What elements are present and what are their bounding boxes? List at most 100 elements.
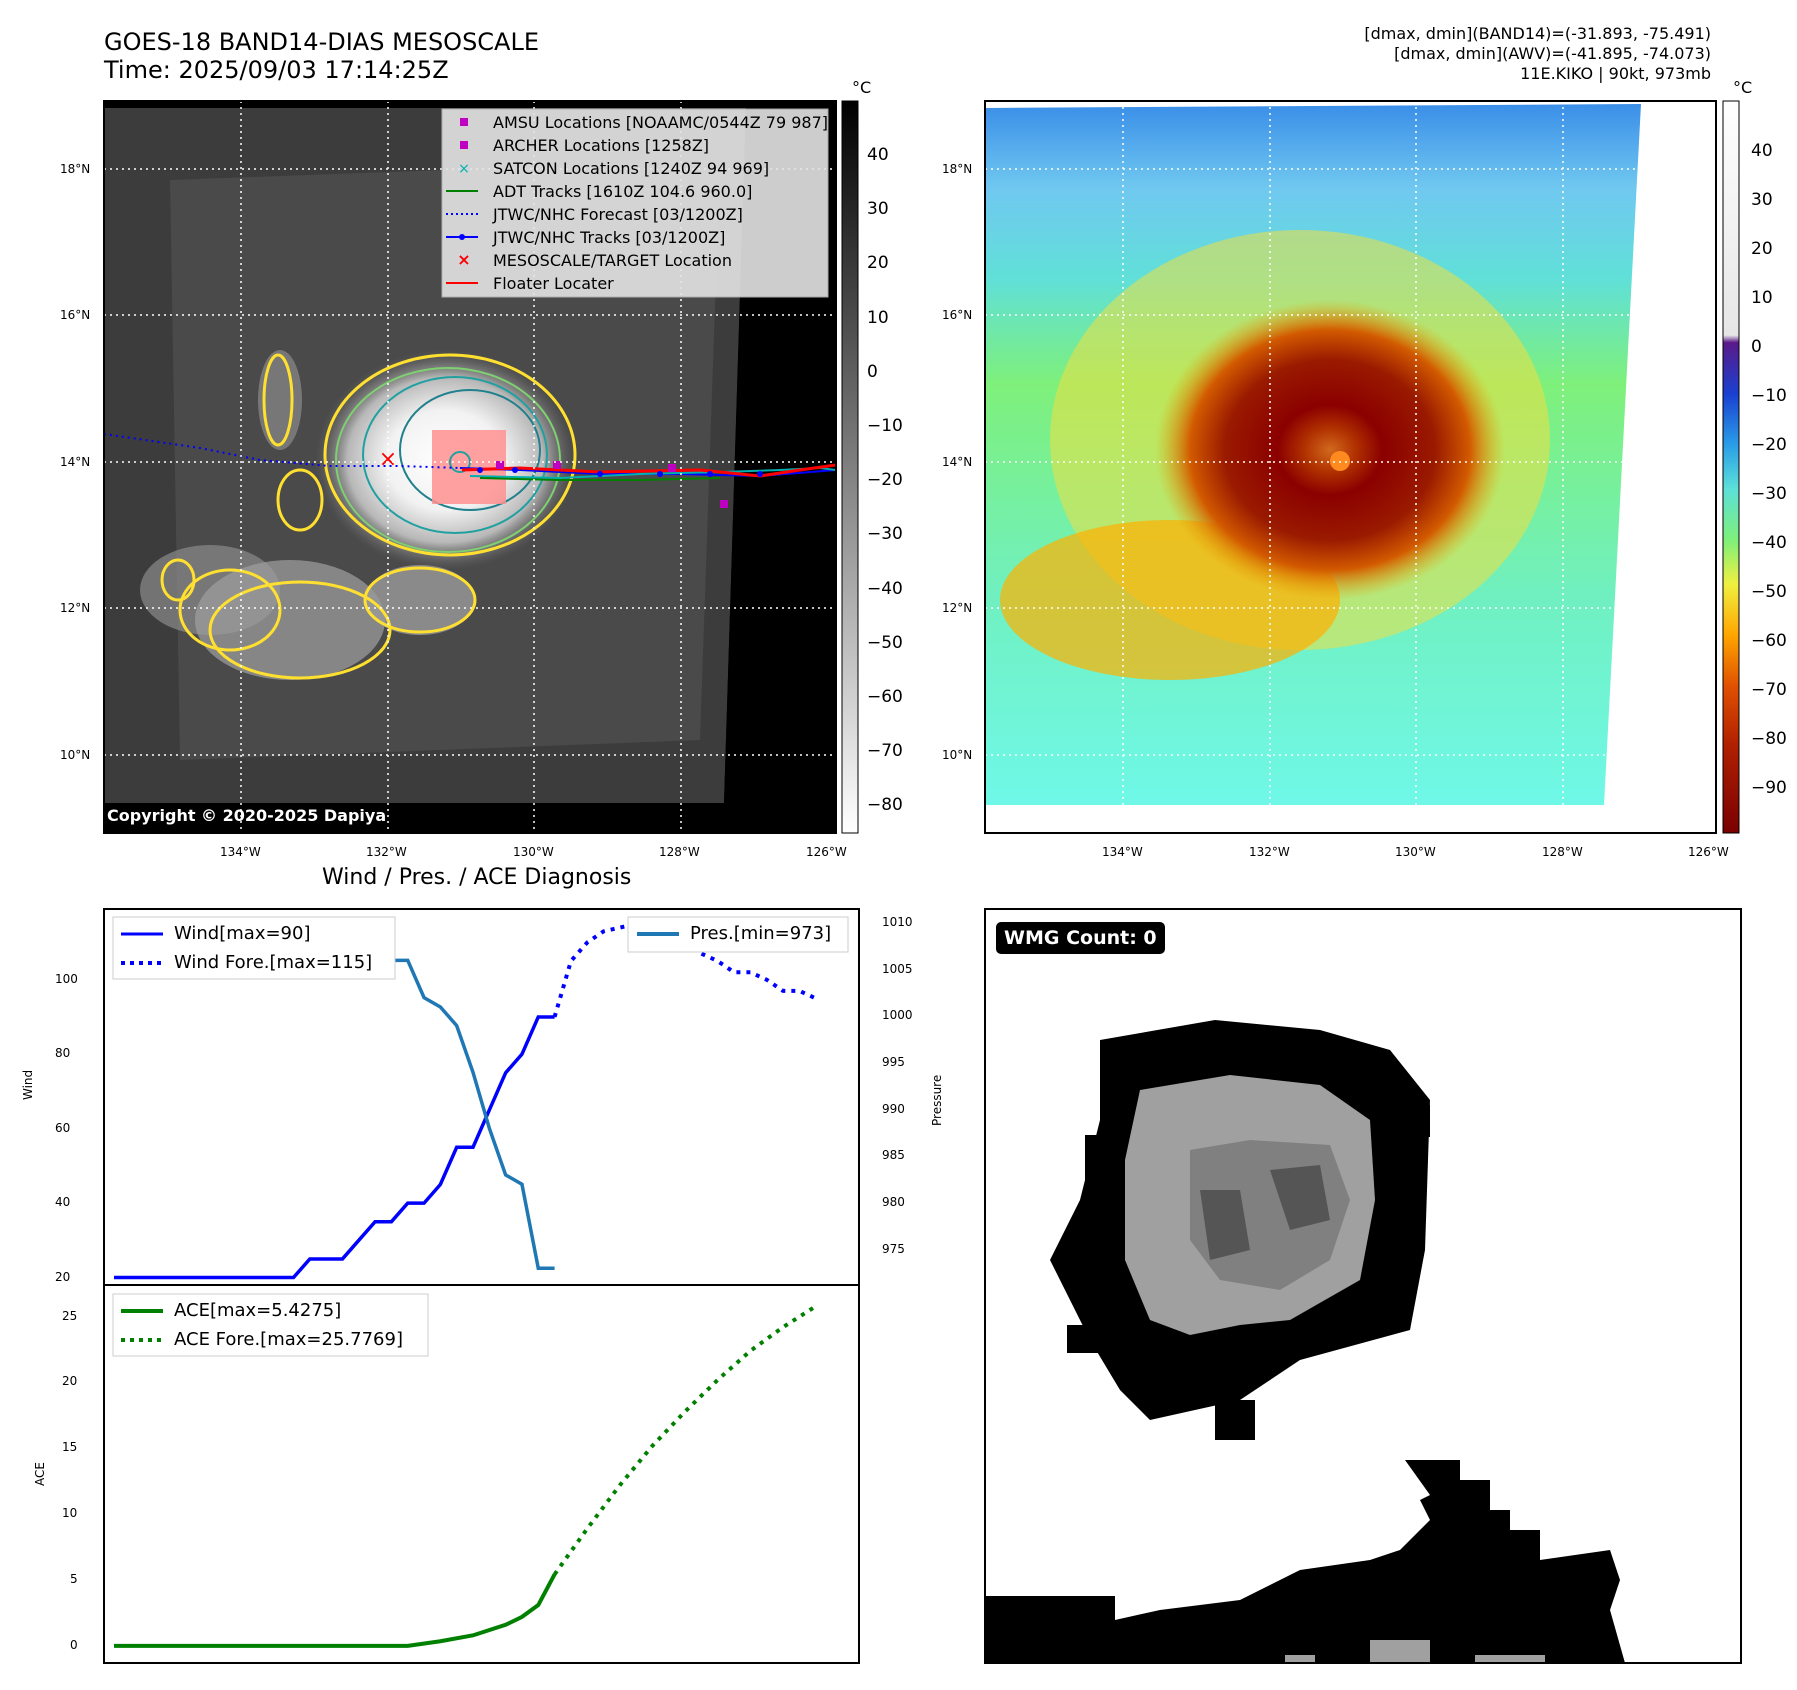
ace-panel [103, 1284, 860, 1664]
gray-colorbar-tick: 20 [867, 253, 889, 274]
wind-axis-label: Wind [21, 1069, 35, 1100]
pressure-tick: 995 [882, 1054, 905, 1069]
lon-label-right: 128°W [1542, 845, 1583, 859]
color-colorbar-tick: −50 [1751, 582, 1787, 602]
color-colorbar [1722, 100, 1740, 834]
map-legend [441, 108, 829, 298]
color-colorbar-tick: 30 [1751, 190, 1773, 210]
awv-map-panel [984, 100, 1717, 834]
pressure-tick: 980 [882, 1194, 905, 1209]
gray-colorbar-tick: 30 [867, 199, 889, 220]
gray-colorbar-tick: −50 [867, 632, 903, 653]
pressure-tick: 985 [882, 1148, 905, 1163]
color-colorbar-tick: 20 [1751, 239, 1773, 259]
lat-label-right: 10°N [942, 748, 973, 762]
color-colorbar-tick: 0 [1751, 337, 1762, 357]
color-colorbar-tick: −10 [1751, 386, 1787, 406]
wind-tick: 40 [55, 1195, 71, 1210]
lon-label-left: 132°W [366, 845, 407, 859]
diagnosis-title: Wind / Pres. / ACE Diagnosis [322, 865, 632, 890]
gray-colorbar-tick: −20 [867, 470, 903, 491]
color-colorbar-tick: 10 [1751, 288, 1773, 308]
legend-amsu: AMSU Locations [NOAAMC/0544Z 79 987] [493, 113, 829, 132]
pressure-tick: 975 [882, 1241, 905, 1256]
wmg-panel [984, 908, 1742, 1664]
color-colorbar-tick: −20 [1751, 435, 1787, 455]
legend-floater: Floater Locater [493, 274, 614, 293]
wind-tick: 20 [55, 1269, 71, 1284]
lat-label-right: 16°N [942, 308, 973, 322]
lat-label-left: 18°N [60, 162, 91, 176]
page-title: GOES-18 BAND14-DIAS MESOSCALE [104, 28, 540, 56]
ace-tick: 20 [62, 1374, 78, 1389]
storm-info: 11E.KIKO | 90kt, 973mb [1520, 64, 1711, 83]
gray-colorbar-tick: −60 [867, 687, 903, 707]
lon-label-left: 128°W [659, 845, 700, 859]
gray-colorbar-tick: −70 [867, 741, 903, 762]
gray-colorbar-unit: °C [852, 78, 872, 97]
wind-tick: 80 [55, 1046, 71, 1061]
lon-label-right: 132°W [1249, 845, 1290, 859]
lon-label-right: 126°W [1688, 845, 1729, 859]
legend-tracks: JTWC/NHC Tracks [03/1200Z] [493, 228, 726, 247]
lon-label-right: 130°W [1395, 845, 1436, 859]
legend-ace-fore: ACE Fore.[max=25.7769] [174, 1329, 403, 1350]
svg-text:×: × [379, 447, 397, 472]
lat-label-left: 16°N [60, 308, 91, 322]
ace-plot [114, 1304, 817, 1648]
legend-wind: Wind[max=90] [174, 923, 311, 944]
lon-label-left: 130°W [513, 845, 554, 859]
ace-tick: 5 [70, 1572, 78, 1587]
ace-tick: 15 [62, 1440, 78, 1455]
stats-band14: [dmax, dmin](BAND14)=(-31.893, -75.491) [1364, 24, 1711, 43]
gray-colorbar [841, 100, 859, 834]
series-ace-line [114, 1573, 557, 1648]
legend-adt: ADT Tracks [1610Z 104.6 960.0] [493, 182, 753, 201]
svg-text:×: × [458, 161, 470, 177]
gray-colorbar-tick: 0 [867, 361, 878, 382]
color-colorbar-tick: −30 [1751, 484, 1787, 504]
ace-tick: 25 [62, 1308, 78, 1323]
series-windline [114, 1015, 555, 1280]
lat-label-left: 12°N [60, 601, 91, 615]
gray-colorbar-tick: −40 [867, 578, 903, 599]
gray-colorbar-tick: 10 [867, 307, 889, 328]
legend-ace: ACE[max=5.4275] [174, 1300, 342, 1321]
pressure-tick: 1000 [882, 1008, 913, 1023]
wmg-count-badge: WMG Count: 0 [996, 922, 1165, 954]
color-colorbar-tick: −90 [1751, 778, 1787, 798]
map-legend-markers: × × [446, 118, 478, 284]
pressure-tick: 1010 [882, 914, 913, 929]
pressure-tick: 1005 [882, 961, 913, 976]
copyright: Copyright © 2020-2025 Dapiya [107, 806, 387, 825]
page-timestamp: Time: 2025/09/03 17:14:25Z [104, 56, 449, 84]
gray-colorbar-tick: −10 [867, 416, 903, 436]
ace-tick: 0 [70, 1637, 78, 1652]
pressure-tick: 990 [882, 1101, 905, 1116]
color-colorbar-unit: °C [1733, 78, 1753, 97]
lon-label-right: 134°W [1102, 845, 1143, 859]
ace-legend [112, 1293, 429, 1357]
wind-tick: 100 [55, 971, 78, 986]
color-colorbar-tick: −40 [1751, 533, 1787, 553]
gray-colorbar-tick: −30 [867, 524, 903, 545]
wind-legend [112, 916, 396, 980]
lat-label-right: 12°N [942, 601, 973, 615]
pressure-axis-label: Pressure [930, 1074, 944, 1126]
series-ace-fore-line [552, 1304, 817, 1576]
color-colorbar-tick: −70 [1751, 680, 1787, 700]
ace-axis-label: ACE [33, 1462, 47, 1486]
legend-target: MESOSCALE/TARGET Location [493, 251, 732, 270]
wind-tick: 60 [55, 1120, 71, 1135]
svg-text:×: × [457, 250, 470, 269]
legend-archer: ARCHER Locations [1258Z] [493, 136, 710, 155]
legend-satcon: SATCON Locations [1240Z 94 969] [493, 159, 770, 178]
legend-pressure: Pres.[min=973] [690, 923, 832, 944]
legend-forecast: JTWC/NHC Forecast [03/1200Z] [493, 205, 743, 224]
legend-wind-fore: Wind Fore.[max=115] [174, 952, 373, 973]
gray-colorbar-tick: 40 [867, 145, 889, 165]
lat-label-left: 14°N [60, 455, 91, 469]
stats-awv: [dmax, dmin](AWV)=(-41.895, -74.073) [1394, 44, 1711, 63]
gray-colorbar-tick: −80 [867, 795, 903, 816]
lon-label-left: 126°W [806, 845, 847, 859]
